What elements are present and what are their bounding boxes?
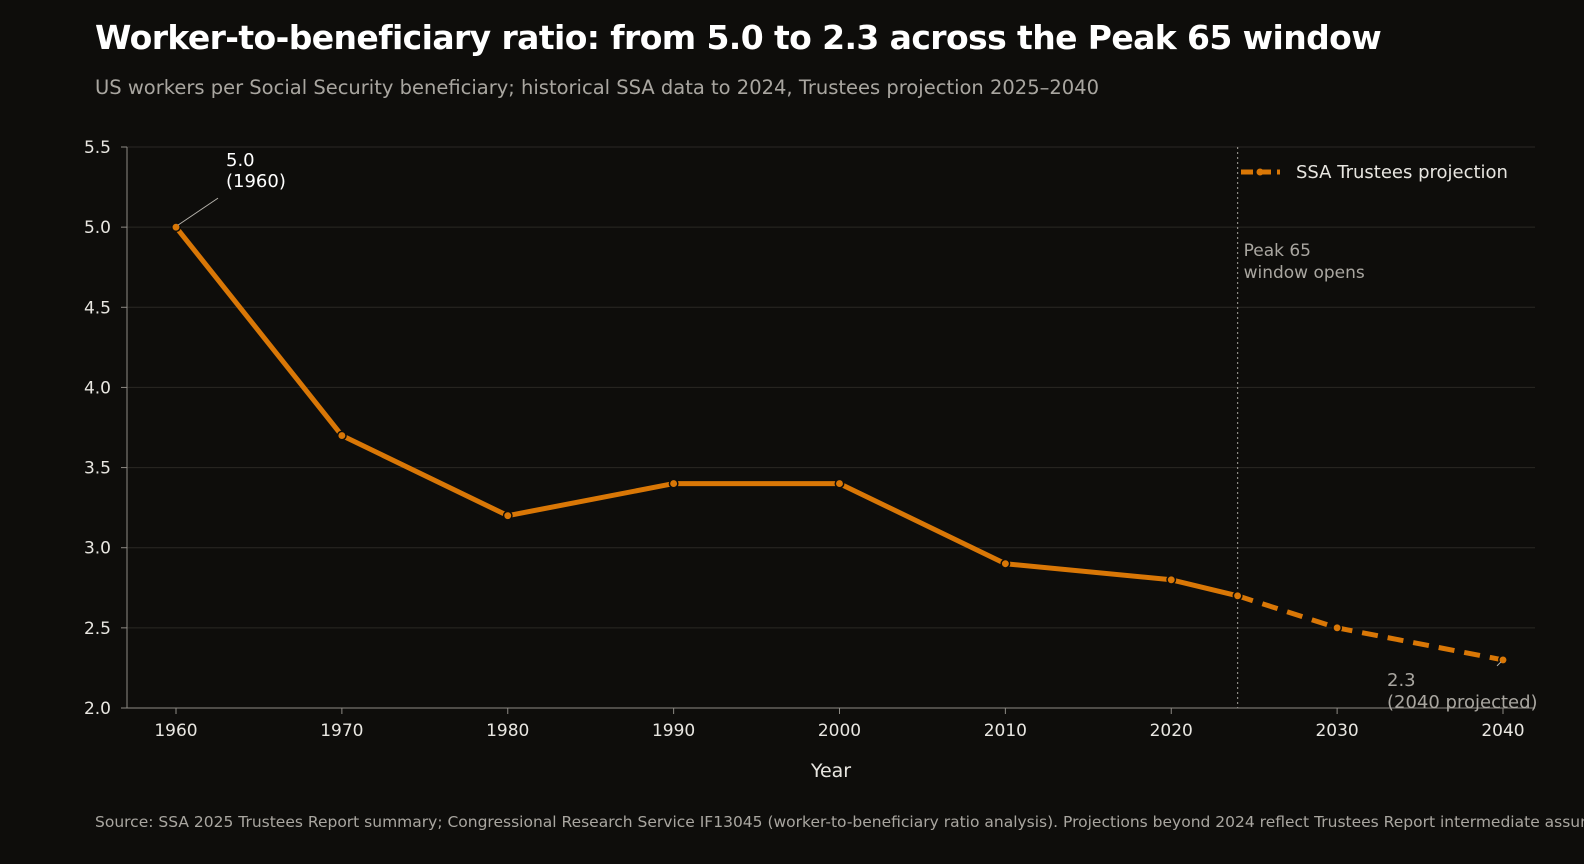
data-point xyxy=(336,430,347,441)
peak65-marker-label: Peak 65 xyxy=(1244,241,1311,261)
legend-label: SSA Trustees projection xyxy=(1296,162,1508,183)
legend: SSA Trustees projection xyxy=(1241,162,1508,183)
legend-swatch-marker xyxy=(1256,168,1264,176)
y-tick-label: 5.5 xyxy=(84,138,111,158)
annotation-label: (1960) xyxy=(226,171,286,192)
projection-data-point xyxy=(1332,622,1343,633)
x-tick-label: 2010 xyxy=(984,721,1027,741)
data-point xyxy=(668,478,679,489)
x-axis-label: Year xyxy=(810,760,851,782)
x-tick-label: 1960 xyxy=(154,721,197,741)
x-tick-label: 1970 xyxy=(320,721,363,741)
annotation-label: 2.3 xyxy=(1387,670,1416,691)
x-axis-ticks: 1960 1970 1980 1990 2000 2010 2020 2030 2040 xyxy=(154,708,1525,741)
data-point xyxy=(502,510,513,521)
x-tick-label: 1990 xyxy=(652,721,695,741)
annotation-leader-line xyxy=(1496,661,1502,667)
x-tick-label: 2020 xyxy=(1150,721,1193,741)
series-lines xyxy=(173,224,1504,663)
y-tick-label: 2.5 xyxy=(84,619,111,639)
data-point xyxy=(834,478,845,489)
historical-series-line xyxy=(173,224,1241,599)
annotation-label: 5.0 xyxy=(226,150,255,171)
x-tick-label: 2040 xyxy=(1481,721,1524,741)
annotations: 5.0(1960) 2.3(2040 projected) xyxy=(177,150,1538,713)
y-axis-ticks: 2.0 2.5 3.0 3.5 4.0 4.5 5.0 5.5 xyxy=(84,138,127,719)
y-tick-label: 2.0 xyxy=(84,699,111,719)
y-tick-label: 4.0 xyxy=(84,378,111,398)
data-point xyxy=(1166,574,1177,585)
y-tick-label: 4.5 xyxy=(84,298,111,318)
source-note: Source: SSA 2025 Trustees Report summary… xyxy=(95,813,1584,831)
annotation-leader-line xyxy=(177,197,219,226)
chart-subtitle: US workers per Social Security beneficia… xyxy=(95,76,1099,99)
x-tick-label: 1980 xyxy=(486,721,529,741)
y-tick-label: 3.0 xyxy=(84,539,111,559)
annotation-label: (2040 projected) xyxy=(1387,692,1538,713)
x-tick-label: 2000 xyxy=(818,721,861,741)
x-tick-label: 2030 xyxy=(1315,721,1358,741)
y-tick-label: 3.5 xyxy=(84,459,111,479)
peak65-marker-label: window opens xyxy=(1244,263,1365,283)
y-tick-label: 5.0 xyxy=(84,218,111,238)
chart-title: Worker-to-beneficiary ratio: from 5.0 to… xyxy=(95,18,1382,57)
data-point xyxy=(1000,558,1011,569)
projection-data-point xyxy=(1232,590,1243,601)
series-points xyxy=(171,222,1508,665)
axes xyxy=(126,147,1535,709)
